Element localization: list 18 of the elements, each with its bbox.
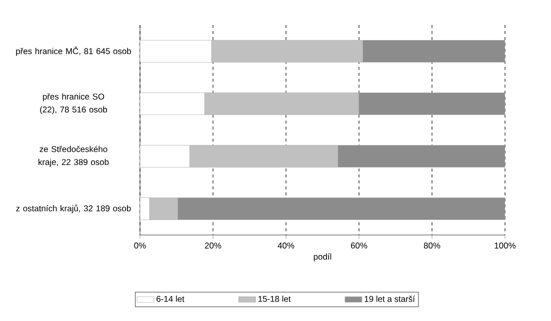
bar	[338, 145, 506, 168]
legend-label: 19 let a starší	[364, 296, 415, 302]
y-tick-label: z ostatních krajů, 32 189 osob	[16, 204, 131, 214]
y-tick-label: ze Středočeského kraje, 22 389 osob	[38, 146, 109, 167]
x-tick-label: 20%	[204, 242, 222, 249]
legend-label: 15-18 let	[258, 296, 291, 302]
y-tick-label: přes hranice MČ, 81 645 osob	[16, 46, 132, 56]
y-tick-label: přes hranice SO (22), 78 516 osob	[40, 93, 108, 114]
x-tick-label: 60%	[350, 242, 368, 249]
bar	[177, 198, 506, 220]
x-tick-label: 0%	[134, 242, 146, 249]
x-axis-title: podíl	[314, 253, 332, 262]
x-tick-label: 80%	[424, 242, 440, 249]
legend-label: 6-14 let	[156, 296, 184, 302]
x-tick-label: 40%	[278, 242, 294, 249]
bar	[362, 40, 506, 62]
bar	[358, 92, 506, 115]
x-tick-label: 100%	[494, 242, 516, 249]
